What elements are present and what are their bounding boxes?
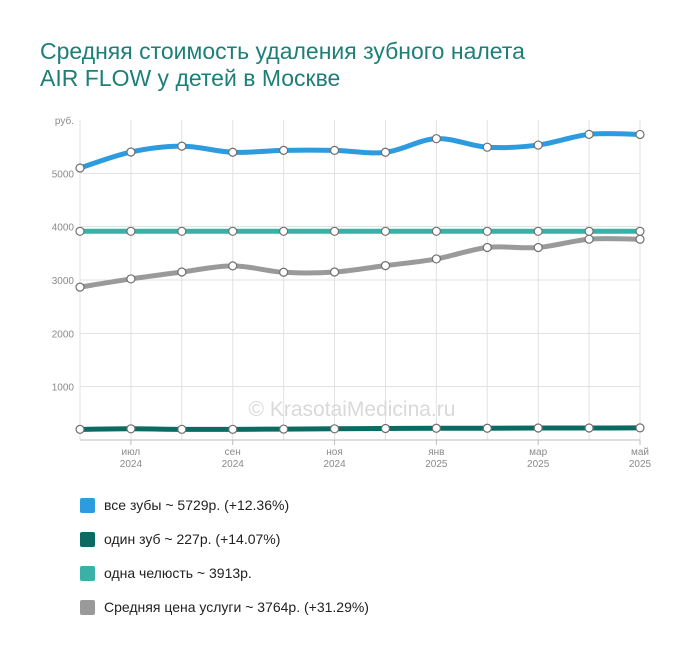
data-point-all-teeth [533,140,543,150]
data-point-one-jaw [584,226,594,236]
x-tick-label-year: 2025 [527,459,550,470]
legend-item-all-teeth[interactable]: все зубы ~ 5729р. (+12.36%) [80,488,369,522]
data-point-one-jaw [380,226,391,236]
data-point-all-teeth [329,145,340,155]
y-tick-label: 1000 [52,383,75,394]
data-point-average-price [533,242,543,253]
x-tick-label-year: 2025 [425,459,448,470]
line-chart: 10002000300040005000руб.июл2024сен2024но… [52,115,652,470]
y-axis-unit-label: руб. [55,115,74,127]
chart-legend: все зубы ~ 5729р. (+12.36%) один зуб ~ 2… [80,488,369,624]
data-point-one-tooth [431,423,441,433]
data-point-one-tooth [177,424,187,434]
legend-swatch-one-tooth [80,531,95,547]
data-point-all-teeth [126,147,136,157]
data-point-one-jaw [75,226,85,236]
data-point-all-teeth [75,163,85,173]
data-point-average-price [279,267,289,277]
data-point-one-jaw [126,226,136,236]
data-point-one-jaw [533,226,543,236]
data-point-all-teeth [177,141,187,151]
data-point-all-teeth [482,142,492,152]
data-point-average-price [126,274,136,284]
data-point-average-price [584,234,594,244]
legend-swatch-all-teeth [80,497,95,513]
y-tick-label: 3000 [52,276,75,287]
data-point-one-tooth [482,423,492,433]
data-point-all-teeth [279,145,289,155]
y-tick-label: 2000 [52,329,75,340]
data-point-one-jaw [431,226,441,236]
x-tick-label-year: 2025 [629,459,652,470]
data-point-average-price [75,282,85,292]
y-tick-label: 4000 [52,223,75,234]
data-point-average-price [228,261,238,271]
data-point-average-price [635,234,645,244]
data-point-all-teeth [584,129,594,139]
data-point-all-teeth [228,147,238,157]
data-point-one-tooth [533,423,543,433]
data-point-one-tooth [329,424,340,434]
data-point-all-teeth [431,134,441,144]
x-tick-label-month: мар [529,447,547,458]
data-point-one-jaw [482,226,492,236]
legend-label-all-teeth: все зубы ~ 5729р. (+12.36%) [104,497,290,513]
x-tick-label-year: 2024 [120,459,143,470]
data-point-one-jaw [228,226,238,236]
y-tick-label: 5000 [52,169,75,180]
chart-title-line-2: AIR FLOW у детей в Москве [40,65,341,91]
data-point-one-jaw [635,226,645,236]
legend-label-average-price: Средняя цена услуги ~ 3764р. (+31.29%) [104,599,369,615]
x-tick-label-month: июл [122,447,141,458]
x-tick-label-month: сен [225,447,241,458]
legend-swatch-average-price [80,599,95,615]
x-tick-label-year: 2024 [222,459,245,470]
data-point-one-jaw [279,226,289,236]
data-point-one-tooth [75,424,85,434]
x-tick-label-year: 2024 [323,459,346,470]
legend-item-average-price[interactable]: Средняя цена услуги ~ 3764р. (+31.29%) [80,590,369,624]
legend-item-one-jaw[interactable]: одна челюсть ~ 3913р. [80,556,369,590]
data-point-one-tooth [635,423,645,433]
data-point-average-price [329,267,340,277]
legend-label-one-jaw: одна челюсть ~ 3913р. [104,565,252,581]
x-tick-label-month: янв [428,447,444,458]
x-tick-label-month: май [631,447,649,458]
data-point-one-tooth [279,424,289,434]
legend-item-one-tooth[interactable]: один зуб ~ 227р. (+14.07%) [80,522,369,556]
legend-label-one-tooth: один зуб ~ 227р. (+14.07%) [104,531,281,547]
data-point-one-tooth [380,423,391,434]
data-point-one-jaw [329,226,340,236]
chart-title: Средняя стоимость удаления зубного налет… [40,38,525,92]
data-point-average-price [380,261,391,271]
series-line-one-tooth [77,425,643,432]
series-line-all-teeth [77,131,643,171]
watermark: © KrasotaiMedicina.ru [249,398,456,421]
data-point-one-tooth [228,424,238,434]
data-point-one-tooth [584,423,594,433]
data-point-average-price [482,242,492,253]
data-point-one-jaw [177,226,187,236]
legend-swatch-one-jaw [80,565,95,581]
data-point-average-price [431,254,441,264]
chart-title-line-1: Средняя стоимость удаления зубного налет… [40,38,525,64]
data-point-one-tooth [126,424,136,434]
x-tick-label-month: ноя [326,447,343,458]
data-point-average-price [177,267,187,277]
data-point-all-teeth [380,147,391,157]
data-point-all-teeth [635,129,645,140]
